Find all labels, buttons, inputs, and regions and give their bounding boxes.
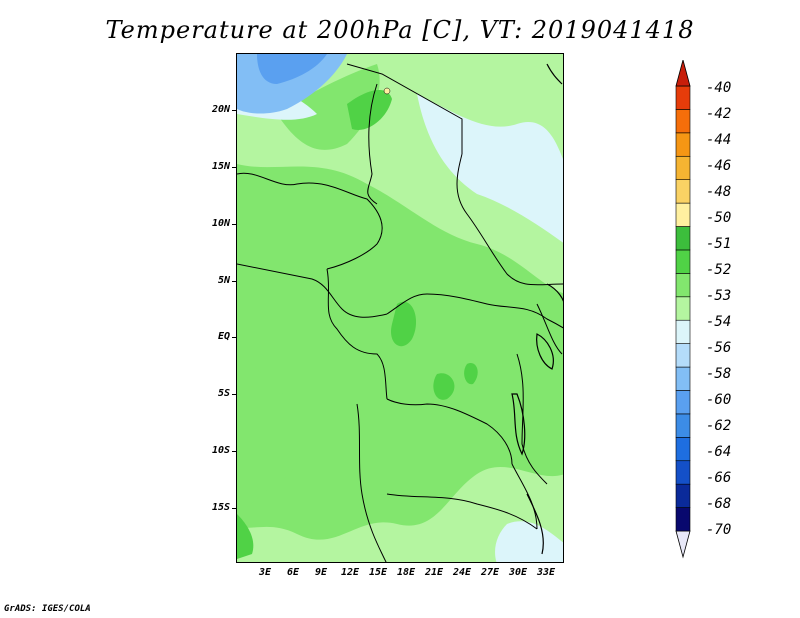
colorbar-segment <box>675 483 691 508</box>
colorbar-label: -62 <box>706 418 732 434</box>
lat-label-eq: EQ <box>217 331 230 342</box>
colorbar-label: -44 <box>706 132 732 148</box>
colorbar-segment <box>675 437 691 462</box>
colorbar-segment <box>675 132 691 157</box>
colorbar-label: -51 <box>706 236 732 252</box>
lon-label-15e: 15E <box>368 567 388 578</box>
lat-label-5n: 5N <box>217 275 230 286</box>
map-panel <box>236 53 564 563</box>
footer-credit: GrADS: IGES/COLA <box>4 604 91 614</box>
lon-label-33e: 33E <box>536 567 556 578</box>
colorbar-segment <box>675 507 691 532</box>
colorbar-segment <box>675 343 691 368</box>
colorbar-label: -48 <box>706 184 732 200</box>
lat-label-15s: 15S <box>211 502 230 513</box>
colorbar-segment <box>675 85 691 110</box>
lon-label-21e: 21E <box>424 567 444 578</box>
colorbar-segment <box>675 109 691 134</box>
colorbar-segment <box>675 413 691 438</box>
lat-label-5s: 5S <box>217 388 230 399</box>
lat-label-10s: 10S <box>211 445 230 456</box>
colorbar-segment <box>675 202 691 227</box>
colorbar-segment <box>675 390 691 415</box>
lat-label-20n: 20N <box>211 104 230 115</box>
lon-label-3e: 3E <box>258 567 272 578</box>
colorbar-segment <box>675 460 691 485</box>
colorbar-segment <box>675 366 691 391</box>
colorbar-top-arrow <box>675 60 691 87</box>
colorbar <box>675 60 691 559</box>
colorbar-label: -42 <box>706 106 732 122</box>
colorbar-segment <box>675 226 691 251</box>
colorbar-label: -53 <box>706 288 732 304</box>
colorbar-label: -54 <box>706 314 732 330</box>
lon-label-24e: 24E <box>452 567 472 578</box>
colorbar-segment <box>675 249 691 274</box>
colorbar-segment <box>675 273 691 298</box>
colorbar-segment <box>675 179 691 204</box>
lon-label-9e: 9E <box>314 567 328 578</box>
colorbar-label: -50 <box>706 210 732 226</box>
colorbar-label: -60 <box>706 392 732 408</box>
colorbar-bottom-arrow <box>675 530 691 559</box>
colorbar-label: -52 <box>706 262 732 278</box>
lat-label-15n: 15N <box>211 161 230 172</box>
colorbar-label: -46 <box>706 158 732 174</box>
colorbar-label: -64 <box>706 444 732 460</box>
lon-label-30e: 30E <box>508 567 528 578</box>
colorbar-label: -56 <box>706 340 732 356</box>
colorbar-label: -68 <box>706 496 732 512</box>
lon-label-6e: 6E <box>286 567 300 578</box>
colorbar-segment <box>675 319 691 344</box>
colorbar-label: -66 <box>706 470 732 486</box>
temperature-field <box>237 54 563 562</box>
chart-title: Temperature at 200hPa [C], VT: 201904141… <box>105 16 695 44</box>
lon-label-12e: 12E <box>340 567 360 578</box>
colorbar-segment <box>675 296 691 321</box>
colorbar-label: -40 <box>706 80 732 96</box>
lon-label-27e: 27E <box>480 567 500 578</box>
colorbar-label: -58 <box>706 366 732 382</box>
lon-label-18e: 18E <box>396 567 416 578</box>
lat-label-10n: 10N <box>211 218 230 229</box>
colorbar-label: -70 <box>706 522 732 538</box>
colorbar-segment <box>675 155 691 180</box>
